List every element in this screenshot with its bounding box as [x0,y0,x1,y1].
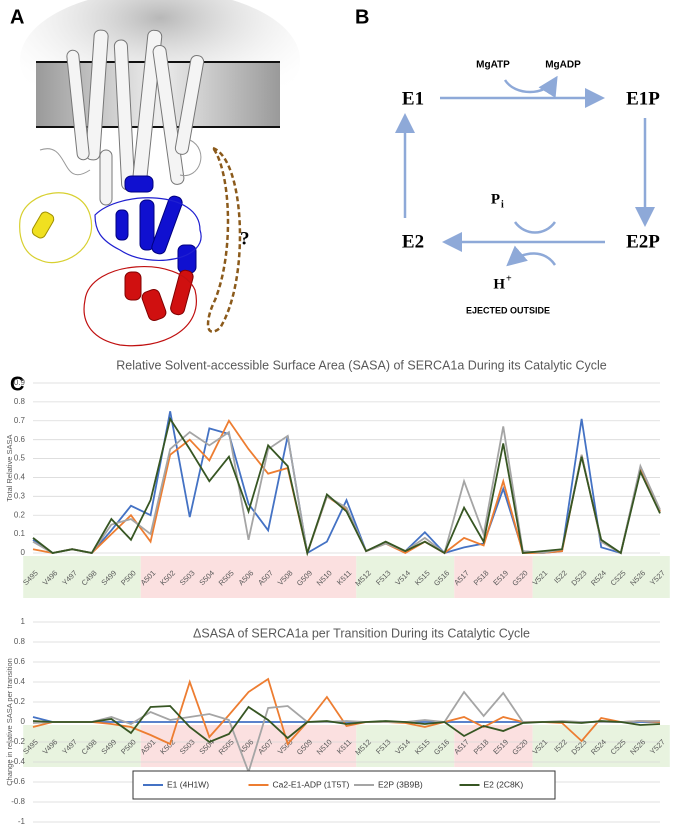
y-tick-label: 0.4 [14,473,26,482]
substrate-label: MgATP [476,60,510,71]
product-label: MgADP [545,60,581,71]
chart-title: Relative Solvent-accessible Surface Area… [116,358,607,372]
y-tick-label: 0.9 [14,378,26,387]
y-tick-label: 0.8 [14,637,26,646]
y-tick-label: -1 [18,817,26,826]
y-tick-label: -0.2 [11,737,25,746]
y-tick-label: 1 [21,617,26,626]
proton-note: EJECTED OUTSIDE [466,305,550,315]
phosphate-subscript: i [501,199,504,210]
y-tick-label: 0.2 [14,697,26,706]
state-node: E2P [626,231,660,252]
series-line [32,705,661,744]
category-band [532,556,670,598]
state-node: E1P [626,88,660,109]
category-band [454,725,533,767]
state-node: E2 [402,231,424,252]
legend-label: E2 (2C8K) [484,779,524,789]
y-tick-label: 0.8 [14,397,26,406]
category-band [23,556,141,598]
phosphate-label: P [491,191,500,207]
y-tick-label: 0 [21,548,26,557]
y-tick-label: 0.5 [14,454,26,463]
legend-label: Ca2-E1-ADP (1T5T) [273,779,350,789]
question-mark: ? [240,228,250,249]
y-tick-label: -0.8 [11,797,25,806]
state-node: E1 [402,88,424,109]
legend: E1 (4H1W) Ca2-E1-ADP (1T5T) E2P (3B9B) E2 (… [132,770,556,800]
structure-panel: ? [19,0,300,347]
category-band [532,725,670,767]
y-tick-label: 0.1 [14,529,26,538]
category-band [140,556,357,598]
category-band [140,725,357,767]
y-axis-label: Total Relative SASA [5,434,14,501]
legend-label: E1 (4H1W) [167,779,209,789]
legend-box [132,770,556,800]
category-band [356,556,455,598]
y-tick-label: 0.3 [14,491,26,500]
panel-label: B [355,6,369,28]
y-axis-label: Change in relative SASA per transition [5,658,14,786]
proton-superscript: + [506,273,512,284]
y-tick-label: 0.6 [14,435,26,444]
cycle-diagram: E1 E1P E2P E2 MgATP MgADP P i H + EJECTE… [395,60,660,315]
category-band [454,556,533,598]
y-tick-label: 0.6 [14,657,26,666]
y-tick-label: 0.7 [14,416,26,425]
proton-label: H [493,276,505,292]
panel-label: C [10,373,24,395]
y-tick-label: 0.2 [14,510,26,519]
category-band [356,725,455,767]
panel-label: A [10,6,24,28]
y-tick-label: -0.6 [11,777,25,786]
y-tick-label: 0 [21,717,26,726]
legend-label: E2P (3B9B) [378,779,423,789]
chart-title: ΔSASA of SERCA1a per Transition During i… [193,626,530,640]
y-tick-label: 0.4 [14,677,26,686]
series-line [32,416,661,557]
y-tick-label: -0.4 [11,757,25,766]
charts: 0 0.1 0.2 0.3 0.4 0.5 0.6 0.7 0.8 0.9 Relative Sol… [5,358,670,826]
category-band [23,725,141,767]
